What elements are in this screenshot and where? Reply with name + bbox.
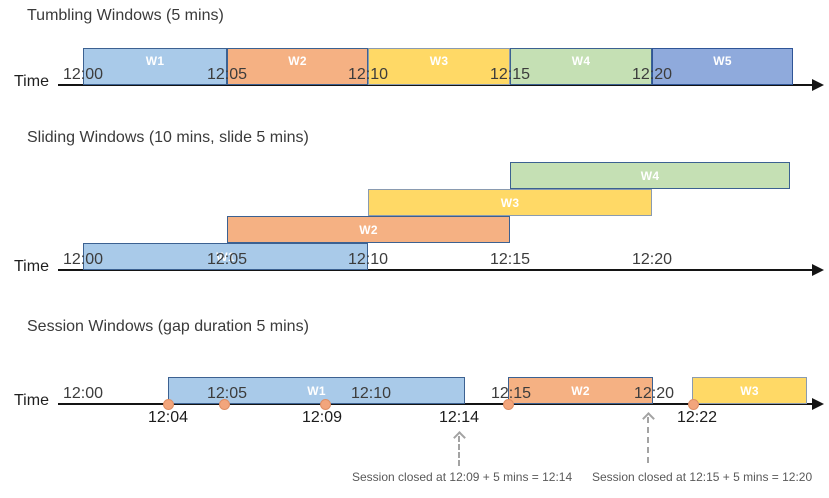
time-tick-label: 12:20 bbox=[631, 66, 673, 83]
window-label: W1 bbox=[145, 54, 165, 68]
time-axis-label: Time bbox=[14, 392, 49, 409]
axis-arrowhead-icon bbox=[812, 398, 824, 410]
time-tick-label: 12:20 bbox=[633, 385, 675, 402]
event-dot bbox=[319, 399, 331, 410]
arrow-head bbox=[642, 412, 655, 425]
axis-arrowhead-icon bbox=[812, 264, 824, 276]
time-axis-line bbox=[58, 403, 812, 405]
time-tick-label: 12:00 bbox=[62, 385, 104, 402]
window-label: W3 bbox=[740, 383, 759, 398]
time-tick-label: 12:00 bbox=[62, 251, 104, 268]
event-dot bbox=[218, 399, 230, 410]
window-label: W4 bbox=[640, 168, 660, 183]
window-box-tumbling-w5: W5 bbox=[652, 48, 793, 85]
time-tick-label: 12:00 bbox=[62, 66, 104, 83]
window-label: W3 bbox=[500, 195, 520, 210]
time-tick-label: 12:10 bbox=[347, 251, 389, 268]
dashed-up-arrow-icon bbox=[642, 412, 655, 463]
window-label: W2 bbox=[288, 54, 307, 68]
section-title-tumbling: Tumbling Windows (5 mins) bbox=[27, 7, 224, 24]
section-title-session: Session Windows (gap duration 5 mins) bbox=[27, 318, 309, 335]
window-box-sliding-w3: W3 bbox=[368, 189, 652, 216]
time-tick-label: 12:15 bbox=[490, 385, 532, 402]
time-tick-label: 12:10 bbox=[350, 385, 392, 402]
window-box-tumbling-w3: W3 bbox=[368, 48, 510, 85]
time-tick-label: 12:15 bbox=[489, 66, 531, 83]
event-time-label: 12:04 bbox=[147, 409, 189, 426]
event-dot bbox=[687, 399, 699, 410]
arrow-shaft bbox=[458, 436, 460, 466]
window-box-tumbling-w1: W1 bbox=[83, 48, 227, 85]
time-tick-label: 12:05 bbox=[206, 251, 248, 268]
window-box-tumbling-w4: W4 bbox=[510, 48, 652, 85]
window-box-session-w1: W1 bbox=[168, 377, 465, 404]
time-tick-label: 12:10 bbox=[347, 66, 389, 83]
window-box-session-w3: W3 bbox=[692, 377, 807, 404]
event-time-label: 12:22 bbox=[676, 409, 718, 426]
event-dot bbox=[162, 399, 174, 410]
window-label: W2 bbox=[571, 383, 590, 398]
event-time-label: 12:09 bbox=[301, 409, 343, 426]
window-box-sliding-w1: W1 bbox=[83, 243, 368, 270]
window-label: W1 bbox=[307, 383, 326, 398]
event-dot bbox=[502, 399, 514, 410]
arrow-head bbox=[453, 431, 466, 444]
time-tick-label: 12:05 bbox=[206, 66, 248, 83]
window-label: W1 bbox=[216, 249, 235, 264]
session-closed-note: Session closed at 12:15 + 5 mins = 12:20 bbox=[592, 470, 813, 484]
window-box-sliding-w4: W4 bbox=[510, 162, 790, 189]
window-label: W5 bbox=[713, 54, 732, 68]
time-axis-line bbox=[58, 84, 812, 86]
time-tick-label: 12:05 bbox=[206, 385, 248, 402]
dashed-up-arrow-icon bbox=[453, 431, 466, 466]
time-tick-label: 12:20 bbox=[631, 251, 673, 268]
event-time-label: 12:14 bbox=[438, 409, 480, 426]
axis-arrowhead-icon bbox=[812, 79, 824, 91]
time-tick-label: 12:15 bbox=[489, 251, 531, 268]
time-axis-label: Time bbox=[14, 258, 49, 275]
session-closed-note: Session closed at 12:09 + 5 mins = 12:14 bbox=[352, 470, 573, 484]
arrow-shaft bbox=[647, 417, 649, 463]
time-axis-label: Time bbox=[14, 73, 49, 90]
window-label: W4 bbox=[571, 54, 591, 68]
window-label: W2 bbox=[359, 222, 378, 237]
window-box-session-w2: W2 bbox=[508, 377, 653, 404]
window-box-tumbling-w2: W2 bbox=[227, 48, 368, 85]
section-title-sliding: Sliding Windows (10 mins, slide 5 mins) bbox=[27, 129, 309, 146]
time-axis-line bbox=[58, 269, 812, 271]
window-box-sliding-w2: W2 bbox=[227, 216, 510, 243]
window-label: W3 bbox=[429, 54, 449, 68]
